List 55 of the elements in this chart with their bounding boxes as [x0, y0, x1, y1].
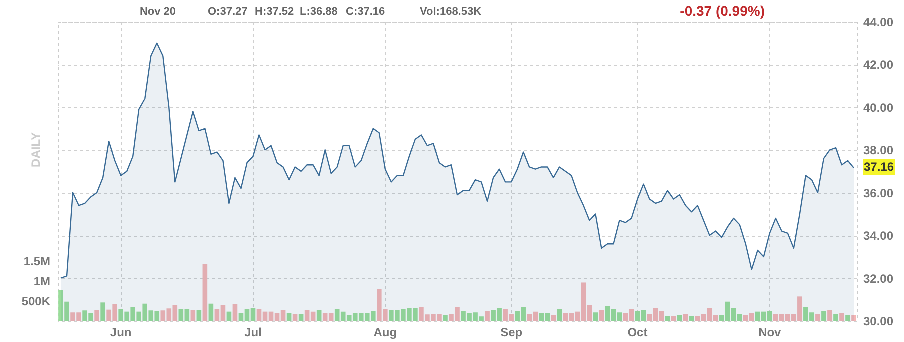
bar — [202, 264, 208, 321]
text: L:36.88 — [300, 6, 338, 18]
bar — [840, 313, 844, 321]
x-tick-label: Oct — [628, 326, 648, 340]
bar — [689, 316, 694, 321]
x-tick-label: Sep — [500, 326, 523, 340]
bar — [828, 310, 832, 321]
bar — [316, 310, 322, 321]
bar — [677, 315, 682, 321]
bar — [226, 312, 232, 321]
y-tick-label: 30.00 — [864, 314, 894, 328]
x-tick-label: Nov — [758, 326, 782, 340]
bar — [599, 310, 604, 321]
bar — [665, 316, 670, 321]
bar — [286, 313, 292, 321]
bar — [671, 316, 676, 321]
y-tick-label: 34.00 — [864, 229, 894, 244]
text: Nov 20 — [140, 6, 176, 18]
y2-tick-label: 500K — [22, 294, 51, 309]
bar — [232, 304, 238, 321]
bar — [551, 315, 556, 321]
y-tick-label: 40.00 — [864, 100, 894, 115]
x-tick-label: Jun — [110, 326, 132, 340]
bar — [190, 310, 196, 321]
bar — [196, 310, 202, 321]
text: 37.16 — [864, 160, 894, 174]
x-tick-label: Jul — [244, 326, 262, 340]
bar — [100, 302, 106, 321]
bar — [822, 311, 826, 321]
x-tick-label: Aug — [374, 326, 398, 340]
y2-tick-label: 1M — [34, 274, 50, 289]
y-tick-label: 32.00 — [864, 272, 894, 286]
bar — [683, 314, 688, 321]
bar — [94, 310, 100, 321]
bar — [846, 315, 850, 321]
bar — [208, 304, 214, 321]
y2-tick-label: 1.5M — [24, 254, 50, 269]
bar — [298, 314, 304, 321]
bar — [557, 309, 562, 321]
y-tick-label: 38.00 — [864, 144, 894, 158]
bar — [834, 314, 838, 321]
text: C:37.16 — [346, 6, 386, 18]
text: O:37.27 — [208, 6, 248, 18]
y-tick-label: 44.00 — [864, 16, 894, 30]
y-tick-label: 36.00 — [864, 186, 894, 200]
y-tick-label: 42.00 — [864, 58, 894, 72]
bar — [852, 315, 856, 321]
bar — [485, 311, 490, 321]
bar — [443, 315, 448, 321]
text: H:37.52 — [255, 6, 294, 18]
text: Vol:168.53K — [420, 6, 482, 18]
bar — [816, 314, 820, 321]
bar — [292, 314, 298, 321]
text: -0.37 (0.99%) — [680, 3, 765, 19]
bar — [593, 312, 598, 321]
